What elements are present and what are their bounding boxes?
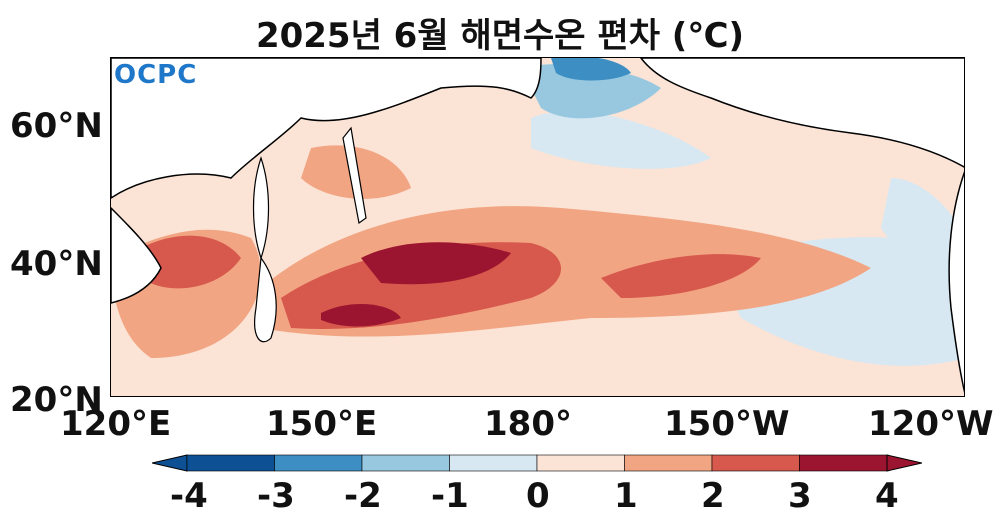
colorbar-segment <box>186 454 275 472</box>
colorbar-tick-label: 3 <box>788 476 812 516</box>
colorbar-tick-label: -3 <box>257 476 295 516</box>
map-title: 2025년 6월 해면수온 편차 (℃) <box>255 16 745 56</box>
colorbar-segment <box>274 454 363 472</box>
land-north-america <box>948 171 964 393</box>
colorbar-segment <box>361 454 450 472</box>
very-strong-positive-anomaly <box>361 242 511 285</box>
colorbar-tick-label: 1 <box>614 476 638 516</box>
negative-anomaly-strong <box>551 58 631 81</box>
colorbar-svg <box>151 454 923 472</box>
colorbar-extend-low <box>151 454 188 472</box>
colorbar-tick-label: 4 <box>875 476 899 516</box>
colorbar-segment <box>449 454 538 472</box>
lat-label-40n: 40°N <box>10 244 103 284</box>
colorbar-tick-label: 2 <box>701 476 725 516</box>
land-asia <box>111 58 542 199</box>
strong-positive-anomaly-japan <box>141 235 241 289</box>
colorbar-tick-label: -2 <box>344 476 382 516</box>
colorbar-segment <box>536 454 625 472</box>
negative-anomaly-bering <box>531 111 711 169</box>
colorbar-segment <box>799 454 888 472</box>
colorbar-tick-label: -4 <box>170 476 208 516</box>
lon-label-150w: 150°W <box>664 404 790 444</box>
colorbar-extend-high <box>886 454 923 472</box>
lat-label-20n: 20°N <box>10 380 103 420</box>
negative-anomaly-arctic <box>521 64 661 119</box>
colorbar-segment <box>624 454 713 472</box>
lon-label-120w: 120°W <box>868 404 994 444</box>
colorbar-tick-label: -1 <box>431 476 469 516</box>
strong-positive-anomaly-east <box>601 254 761 298</box>
sst-anomaly-map <box>110 57 965 397</box>
very-strong-positive-anomaly-south <box>321 303 401 327</box>
lon-label-150e: 150°E <box>266 404 378 444</box>
land-korea-china <box>111 206 162 304</box>
negative-anomaly-coast <box>881 178 964 298</box>
lat-label-60n: 60°N <box>10 106 103 146</box>
colorbar-segment <box>711 454 800 472</box>
lon-label-120e: 120°E <box>60 404 172 444</box>
land-kamchatka <box>342 126 367 225</box>
ocpc-logo: OCPC <box>114 60 198 90</box>
land-alaska <box>640 58 964 168</box>
colorbar <box>151 454 923 478</box>
map-canvas <box>111 58 964 396</box>
lon-label-180: 180° <box>484 404 572 444</box>
colorbar-tick-label: 0 <box>526 476 550 516</box>
land-japan <box>254 256 277 343</box>
